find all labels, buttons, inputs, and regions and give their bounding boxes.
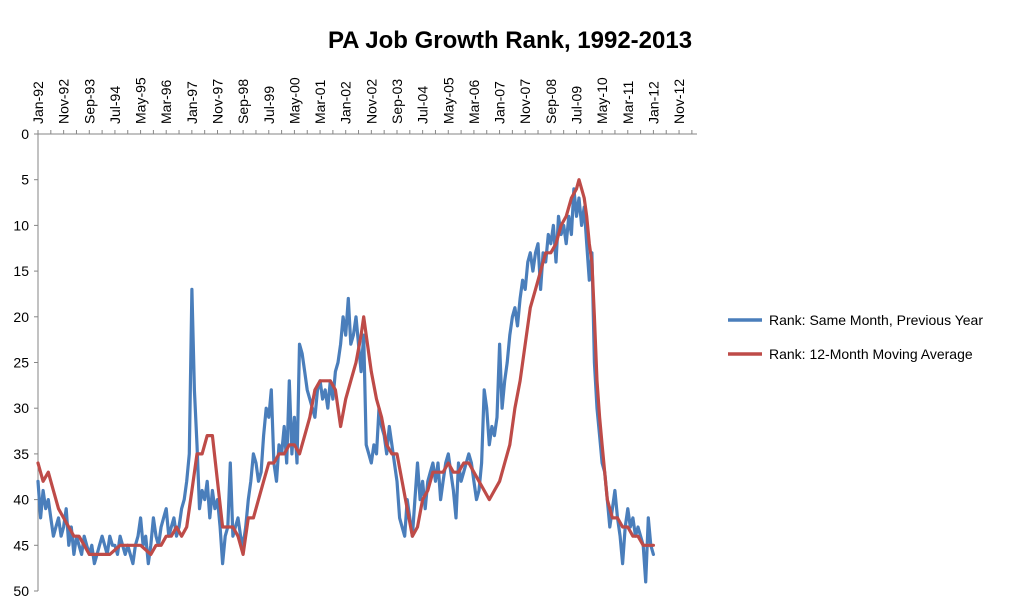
x-tick-label: May-00: [286, 77, 302, 124]
y-tick-label: 50: [13, 583, 29, 599]
x-tick-label: Nov-97: [209, 79, 225, 124]
x-tick-label: Jan-02: [338, 81, 354, 124]
x-tick-label: Jan-07: [492, 81, 508, 124]
x-tick-label: Jan-92: [30, 81, 46, 124]
y-tick-label: 40: [13, 492, 29, 508]
y-tick-label: 25: [13, 355, 29, 371]
x-tick-label: Jul-09: [568, 86, 584, 124]
x-tick-label: Nov-02: [363, 79, 379, 124]
y-tick-label: 0: [21, 126, 29, 142]
x-tick-label: May-10: [594, 77, 610, 124]
y-tick-label: 30: [13, 400, 29, 416]
y-tick-label: 20: [13, 309, 29, 325]
x-tick-label: Nov-07: [517, 79, 533, 124]
x-tick-label: Jan-12: [645, 81, 661, 124]
chart-title: PA Job Growth Rank, 1992-2013: [328, 27, 692, 54]
x-tick-label: Jan-97: [184, 81, 200, 124]
x-tick-label: May-05: [440, 77, 456, 124]
x-tick-label: Jul-94: [107, 86, 123, 124]
y-tick-label: 15: [13, 263, 29, 279]
legend-label: Rank: 12-Month Moving Average: [769, 346, 973, 362]
y-tick-label: 10: [13, 217, 29, 233]
y-tick-label: 5: [21, 172, 29, 188]
x-tick-label: Mar-11: [620, 80, 636, 124]
series-line-same-month-previous-year: [36, 187, 655, 584]
y-tick-label: 35: [13, 446, 29, 462]
x-tick-label: Nov-92: [56, 79, 72, 124]
x-tick-label: Mar-06: [466, 79, 482, 124]
x-tick-label: Nov-12: [671, 79, 687, 124]
x-tick-label: Sep-93: [81, 79, 97, 124]
x-tick-label: Sep-03: [389, 79, 405, 124]
x-tick-label: Mar-96: [158, 79, 174, 124]
y-tick-label: 45: [13, 537, 29, 553]
x-tick-label: Sep-98: [235, 79, 251, 124]
x-tick-label: Jul-04: [415, 86, 431, 124]
x-tick-label: May-95: [133, 77, 149, 124]
x-tick-label: Sep-08: [543, 79, 559, 124]
x-tick-label: Jul-99: [261, 86, 277, 124]
x-tick-label: Mar-01: [312, 79, 328, 124]
series-line-12-month-moving-average: [36, 178, 655, 556]
legend-label: Rank: Same Month, Previous Year: [769, 312, 983, 328]
